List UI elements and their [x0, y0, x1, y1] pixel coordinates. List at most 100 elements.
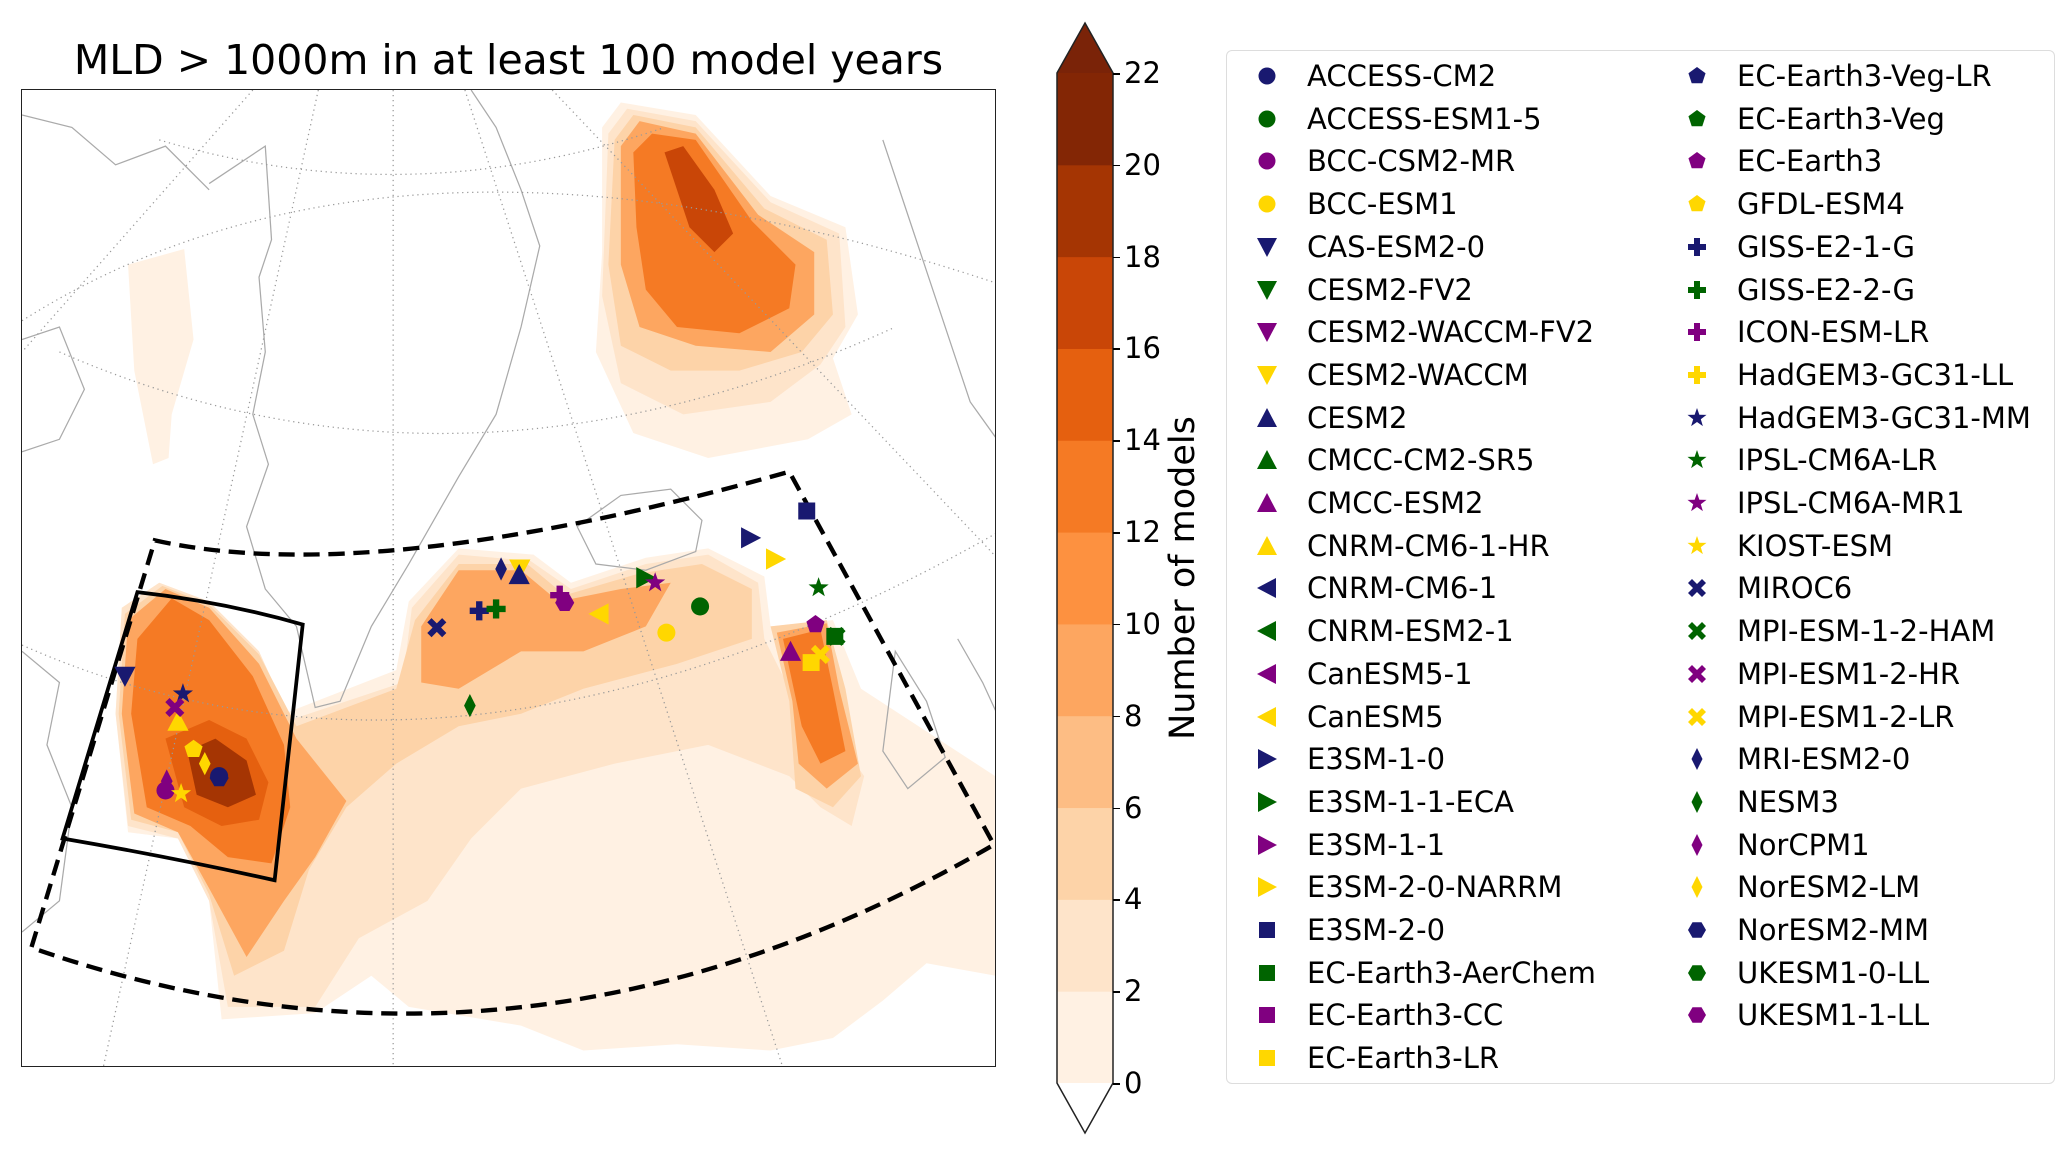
- legend-label: IPSL-CM6A-LR: [1737, 443, 1938, 478]
- tri-down-marker-icon: [1257, 323, 1277, 343]
- tri-down-marker-icon: [1257, 280, 1277, 300]
- parallel-line: [59, 326, 896, 435]
- legend-item: CanESM5: [1254, 696, 1444, 738]
- legend-item: EC-Earth3-AerChem: [1254, 952, 1596, 994]
- hexagon-marker-icon: [1688, 964, 1706, 981]
- legend-item: CNRM-CM6-1: [1254, 567, 1497, 609]
- legend-item: E3SM-2-0: [1254, 909, 1445, 951]
- legend-item: GISS-E2-1-G: [1684, 226, 1915, 268]
- legend-label: MPI-ESM1-2-HR: [1737, 656, 1961, 691]
- tri-right-marker-icon: [1258, 834, 1277, 855]
- circle-marker-icon: [1258, 67, 1276, 85]
- legend-label: CESM2-WACCM-FV2: [1307, 315, 1595, 350]
- legend-item: EC-Earth3-Veg-LR: [1684, 55, 1992, 97]
- marker-ukesm1-1-ll: [555, 594, 575, 611]
- legend-item: BCC-ESM1: [1254, 183, 1458, 225]
- legend-label: CAS-ESM2-0: [1307, 229, 1486, 264]
- hexagon-marker-icon: [1688, 922, 1706, 938]
- legend-label: GISS-E2-1-G: [1737, 229, 1915, 264]
- legend-label: CMCC-CM2-SR5: [1307, 443, 1535, 478]
- diamond-marker-icon: [1691, 790, 1703, 813]
- legend-label: CESM2-WACCM: [1307, 357, 1529, 392]
- iceland-coast: [576, 488, 703, 571]
- colorbar-tick-label: 10: [1124, 606, 1161, 641]
- colorbar-tick-mark: [1113, 348, 1120, 350]
- legend-item: HadGEM3-GC31-LL: [1684, 354, 2013, 396]
- colorbar-tick-label: 18: [1124, 239, 1161, 274]
- legend-label: BCC-CSM2-MR: [1307, 144, 1516, 179]
- legend-item: E3SM-1-1: [1254, 824, 1445, 866]
- colorbar-bin: [1057, 256, 1113, 349]
- baffin-coast: [22, 114, 995, 933]
- x-marker-icon: [1688, 622, 1706, 641]
- colorbar-tick-mark: [1113, 256, 1120, 259]
- x-marker-icon: [1688, 664, 1706, 683]
- colorbar-bin: [1057, 73, 1113, 166]
- legend-item: UKESM1-0-LL: [1684, 952, 1929, 994]
- colorbar-tick-mark: [1113, 899, 1120, 901]
- marker-e3sm-1-0: [741, 527, 762, 549]
- marker-cmcc-esm2: [779, 640, 802, 661]
- marker-hadgem3-gc31-mm: [172, 683, 194, 703]
- pentagon-marker-icon: [1688, 152, 1706, 169]
- mld-contours: [115, 102, 995, 1051]
- marker-gfdl-esm4: [184, 739, 203, 757]
- circle-marker-icon: [1258, 195, 1276, 213]
- legend-label: MPI-ESM-1-2-HAM: [1737, 614, 1996, 649]
- legend-label: HadGEM3-GC31-LL: [1737, 357, 2014, 392]
- colorbar-tick-mark: [1113, 1083, 1120, 1085]
- colorbar-bin: [1057, 623, 1113, 717]
- legend-label: CESM2-FV2: [1307, 272, 1473, 307]
- marker-mpi-esm1-2-lr: [810, 644, 831, 665]
- star-marker-icon: [1687, 493, 1707, 512]
- meridian-line: [464, 90, 784, 1066]
- colorbar-tick-mark: [1113, 991, 1120, 993]
- legend-label: EC-Earth3-CC: [1307, 998, 1504, 1033]
- legend-label: E3SM-1-1-ECA: [1307, 784, 1514, 819]
- colorbar-tick-mark: [1113, 532, 1120, 534]
- colorbar-tick-label: 2: [1124, 974, 1143, 1009]
- legend-label: NorESM2-MM: [1737, 913, 1930, 947]
- square-marker-icon: [1259, 1007, 1275, 1024]
- colorbar-bin: [1057, 715, 1113, 809]
- model-markers: [114, 502, 846, 803]
- colorbar-tick-mark: [1113, 807, 1120, 810]
- legend-item: MRI-ESM2-0: [1684, 738, 1910, 780]
- x-marker-icon: [1688, 707, 1706, 726]
- legend-item: CanESM5-1: [1254, 653, 1473, 695]
- legend-item: ICON-ESM-LR: [1684, 311, 1929, 353]
- x-marker-icon: [1688, 579, 1706, 598]
- legend-item: MPI-ESM1-2-LR: [1684, 696, 1954, 738]
- legend-label: HadGEM3-GC31-MM: [1737, 400, 2031, 435]
- legend-label: MRI-ESM2-0: [1737, 742, 1911, 777]
- contour-level-5b: [421, 570, 671, 689]
- colorbar-bin: [1057, 348, 1113, 441]
- legend-item: CESM2-WACCM-FV2: [1254, 311, 1594, 353]
- tri-left-marker-icon: [1257, 578, 1276, 599]
- legend-item: ACCESS-CM2: [1254, 55, 1496, 97]
- legend-item: CMCC-CM2-SR5: [1254, 439, 1534, 481]
- legend-item: CNRM-ESM2-1: [1254, 610, 1514, 652]
- legend-item: NorESM2-LM: [1684, 866, 1920, 908]
- colorbar-bin: [1057, 899, 1113, 992]
- tri-left-marker-icon: [1257, 621, 1276, 642]
- marker-cesm2: [508, 564, 530, 585]
- plus-marker-icon: [1688, 365, 1706, 384]
- legend-item: EC-Earth3-LR: [1254, 1037, 1499, 1079]
- marker-miroc6: [427, 618, 447, 638]
- legend-item: E3SM-1-1-ECA: [1254, 781, 1514, 823]
- legend-label: GFDL-ESM4: [1737, 187, 1905, 222]
- legend-label: E3SM-2-0: [1307, 913, 1446, 947]
- parallel-line: [159, 126, 665, 176]
- hexagon-marker-icon: [1688, 1007, 1706, 1024]
- legend-item: IPSL-CM6A-LR: [1684, 439, 1937, 481]
- colorbar-tick-label: 22: [1124, 56, 1161, 90]
- plus-marker-icon: [1688, 323, 1706, 342]
- star-marker-icon: [1687, 535, 1707, 554]
- colorbar-tick-mark: [1113, 440, 1120, 442]
- solid-region-box: [60, 590, 305, 883]
- colorbar-tick-label: 20: [1124, 147, 1161, 182]
- colorbar-extend-bottom: [1057, 1083, 1113, 1133]
- legend-item: E3SM-1-0: [1254, 738, 1445, 780]
- legend-item: NorESM2-MM: [1684, 909, 1929, 951]
